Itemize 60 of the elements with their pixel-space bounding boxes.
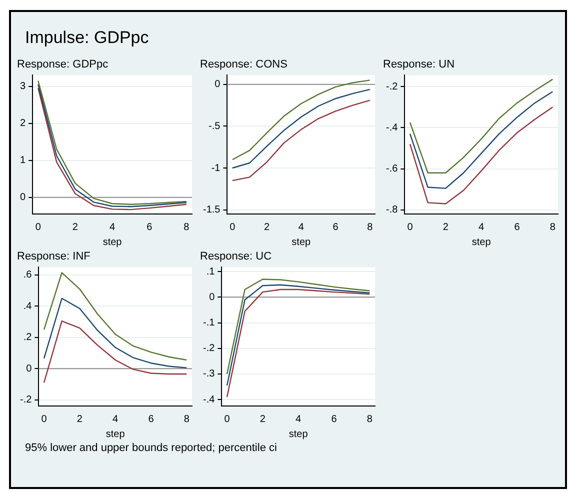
x-tick-label: 8 bbox=[184, 414, 190, 425]
y-tick-label: -1.5 bbox=[202, 204, 221, 216]
x-tick-label: 0 bbox=[407, 222, 414, 233]
x-tick-label: 2 bbox=[260, 414, 266, 425]
y-tick-label: -.5 bbox=[208, 120, 221, 132]
x-tick-label: 2 bbox=[76, 414, 83, 425]
y-tick-label: 2 bbox=[20, 118, 26, 130]
chart-title: Response: INF bbox=[17, 250, 91, 263]
x-axis-title: step bbox=[472, 236, 492, 248]
chart-subtitle: Response: GDPpc bbox=[17, 58, 109, 71]
x-tick-label: 2 bbox=[264, 222, 270, 233]
y-tick-label: -.1 bbox=[203, 318, 216, 329]
x-tick-label: 4 bbox=[298, 222, 304, 233]
y-tick-label: -.4 bbox=[203, 394, 216, 406]
x-tick-label: 0 bbox=[224, 414, 230, 425]
y-tick-label: -.2 bbox=[20, 394, 32, 406]
x-tick-label: 8 bbox=[184, 222, 190, 233]
x-tick-label: 8 bbox=[367, 222, 374, 233]
chart-title: Response: UC bbox=[200, 250, 272, 263]
x-tick-label: 8 bbox=[550, 222, 556, 233]
y-tick-label: .2 bbox=[23, 332, 32, 344]
x-tick-label: 4 bbox=[478, 222, 485, 233]
x-tick-label: 6 bbox=[332, 222, 339, 233]
y-tick-label: -1 bbox=[211, 162, 221, 174]
x-tick-label: 6 bbox=[146, 222, 153, 233]
y-tick-label: -.4 bbox=[386, 122, 398, 134]
x-tick-label: 0 bbox=[230, 222, 236, 233]
y-tick-label: .6 bbox=[23, 270, 32, 281]
x-tick-label: 4 bbox=[112, 414, 119, 425]
y-tick-label: 3 bbox=[20, 81, 26, 92]
x-tick-label: 0 bbox=[41, 414, 48, 425]
x-tick-label: 2 bbox=[442, 222, 449, 233]
x-axis-title: step bbox=[292, 236, 311, 248]
x-tick-label: 2 bbox=[72, 222, 78, 233]
x-tick-label: 4 bbox=[296, 414, 302, 425]
y-tick-label: 0 bbox=[26, 363, 32, 374]
chart-title: Impulse: GDPpc bbox=[25, 28, 149, 48]
chart-title: Response: UN bbox=[383, 58, 455, 71]
chart-title: Response: CONS bbox=[200, 58, 288, 71]
y-tick-label: 0 bbox=[209, 292, 216, 303]
x-axis-title: step bbox=[102, 236, 122, 248]
y-tick-label: 0 bbox=[20, 192, 26, 204]
x-tick-label: 6 bbox=[331, 414, 338, 425]
y-tick-label: -.2 bbox=[386, 81, 398, 92]
y-tick-label: -.6 bbox=[386, 164, 398, 175]
y-tick-label: .1 bbox=[206, 266, 216, 278]
y-tick-label: -.3 bbox=[203, 368, 216, 380]
text: 95% lower and upper bounds reported; percentile ci bbox=[25, 442, 277, 454]
x-axis-title: step bbox=[288, 428, 308, 440]
y-tick-label: 0 bbox=[214, 79, 221, 90]
y-tick-label: .4 bbox=[23, 300, 32, 312]
y-tick-label: -.8 bbox=[386, 204, 398, 216]
y-tick-label: -.2 bbox=[203, 343, 216, 354]
x-axis-title: step bbox=[106, 428, 126, 440]
x-tick-label: 8 bbox=[366, 414, 373, 425]
x-tick-label: 6 bbox=[148, 414, 154, 425]
x-tick-label: 4 bbox=[110, 222, 116, 233]
x-tick-label: 6 bbox=[514, 222, 520, 233]
x-tick-label: 0 bbox=[35, 222, 42, 233]
y-tick-label: 1 bbox=[20, 155, 26, 166]
